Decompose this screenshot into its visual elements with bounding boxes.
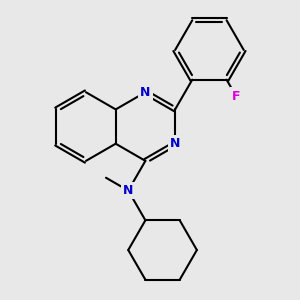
- Text: N: N: [170, 137, 180, 150]
- Text: N: N: [140, 86, 151, 99]
- Text: N: N: [123, 184, 134, 197]
- Text: F: F: [232, 89, 240, 103]
